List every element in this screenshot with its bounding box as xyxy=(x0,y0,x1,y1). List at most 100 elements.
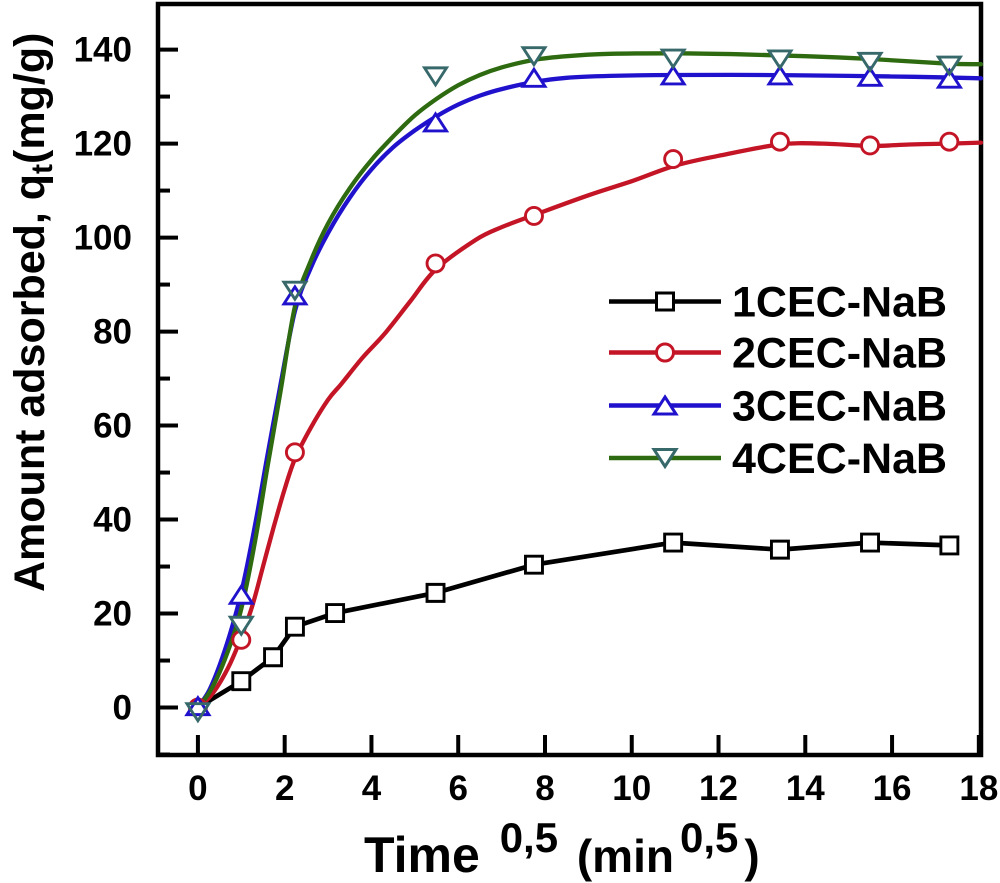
x-title-part: ) xyxy=(744,830,759,882)
triangle_up-marker xyxy=(184,694,212,717)
legend-label: 3CEC-NaB xyxy=(732,383,947,431)
triangle_down-marker-fill xyxy=(938,57,961,75)
triangle_up-marker-fill xyxy=(283,286,306,304)
triangle_up-marker xyxy=(227,583,255,605)
circle-marker-fill xyxy=(286,443,304,461)
triangle_up-marker xyxy=(766,64,794,86)
square-marker xyxy=(263,647,284,668)
y-axis-title: Amount adsorbed, qt(mg/g) xyxy=(6,33,59,592)
circle-marker-fill xyxy=(664,150,682,168)
circle-marker-fill xyxy=(771,133,789,151)
triangle_down-marker xyxy=(766,49,794,71)
series-marker-fills-1cec-nab xyxy=(232,534,958,690)
triangle_up-marker xyxy=(856,65,884,87)
y-title-part: (mg/g) xyxy=(6,33,54,164)
y-tick-label: 0 xyxy=(113,689,132,728)
triangle_up-marker xyxy=(421,111,450,133)
triangle_up-marker-fill xyxy=(522,69,545,87)
x-title-part: 0,5 xyxy=(500,814,558,861)
x-tick-label: 18 xyxy=(959,769,998,808)
triangle_down-marker xyxy=(184,702,212,724)
triangle_down-marker-fill xyxy=(522,47,545,65)
y-tick-label: 80 xyxy=(93,313,132,352)
triangle_up-marker xyxy=(520,66,548,88)
legend-row-3cec-nab: 3CEC-NaB xyxy=(609,383,947,431)
y-tick-label: 40 xyxy=(93,501,132,540)
triangle_down-marker-fill xyxy=(859,53,882,71)
triangle_up-marker-fill xyxy=(938,70,961,88)
x-tick-label: 12 xyxy=(699,769,738,808)
triangle_down-marker xyxy=(281,280,309,302)
x-tick-label: 6 xyxy=(448,769,467,808)
triangle_down-marker xyxy=(659,48,687,70)
legend-label: 2CEC-NaB xyxy=(732,330,947,378)
x-title-part: 0,5 xyxy=(680,814,738,861)
triangle_down-marker-fill xyxy=(662,50,685,68)
y-tick-label: 20 xyxy=(93,595,132,634)
triangle_down-marker-fill xyxy=(230,617,253,635)
y-tick-label: 60 xyxy=(93,407,132,446)
square-marker-fill xyxy=(264,648,282,666)
circle-marker xyxy=(231,629,252,650)
circle-marker-fill xyxy=(232,631,250,649)
square-marker xyxy=(524,554,544,575)
triangle_up-marker-fill xyxy=(859,68,882,86)
triangle_up-marker xyxy=(281,284,309,306)
square-marker xyxy=(939,535,960,556)
square-marker xyxy=(770,539,790,560)
square-marker xyxy=(860,532,880,553)
triangle_down-marker xyxy=(227,615,255,637)
triangle_up-marker-fill xyxy=(768,66,791,84)
triangle_down-marker xyxy=(421,66,450,88)
square-marker xyxy=(663,532,684,553)
series-marker-fills-3cec-nab xyxy=(186,66,961,715)
legend-marker-triangle_down xyxy=(651,448,679,470)
y-tick-label: 120 xyxy=(74,125,132,164)
circle-marker xyxy=(770,131,790,152)
square-marker xyxy=(325,603,346,624)
legend-label: 1CEC-NaB xyxy=(732,279,947,327)
legend-row-4cec-nab: 4CEC-NaB xyxy=(609,435,947,483)
triangle_up-marker-fill xyxy=(662,66,685,84)
y-tick-label: 100 xyxy=(74,219,132,258)
square-marker-fill xyxy=(525,556,543,574)
circle-marker-fill xyxy=(525,207,543,225)
circle-marker-fill xyxy=(861,136,879,154)
legend-row-1cec-nab: 1CEC-NaB xyxy=(609,279,947,327)
triangle_down-marker xyxy=(520,46,548,68)
series-markers-1cec-nab xyxy=(231,532,960,692)
x-tick-label: 10 xyxy=(612,769,651,808)
series-markers-2cec-nab xyxy=(187,131,960,718)
circle-marker xyxy=(425,253,446,274)
square-marker xyxy=(425,582,446,603)
series-line-1cec-nab xyxy=(195,540,952,710)
legend-marker-square xyxy=(655,291,675,312)
square-marker xyxy=(231,671,252,692)
legend-marker-triangle_up xyxy=(651,394,679,416)
series-line-4cec-nab xyxy=(195,51,984,710)
circle-marker xyxy=(284,442,305,463)
y-title-part: Amount adsorbed, q xyxy=(6,174,54,592)
square-marker-fill xyxy=(232,672,250,690)
circle-marker xyxy=(524,206,544,226)
circle-marker-fill xyxy=(427,254,445,272)
square-marker-fill xyxy=(940,536,958,554)
x-tick-label: 0 xyxy=(188,769,207,808)
square-marker xyxy=(284,616,305,637)
square-marker-fill xyxy=(286,618,304,636)
x-axis-title: Time 0,5 (min 0,5) xyxy=(364,814,760,883)
triangle_up-marker-fill xyxy=(230,586,253,604)
legend-marker-circle xyxy=(654,342,676,363)
legend-label: 4CEC-NaB xyxy=(732,435,947,483)
triangle_down-marker-fill xyxy=(768,50,791,68)
triangle_up-marker xyxy=(935,67,964,89)
series-curve xyxy=(195,51,984,710)
circle-marker xyxy=(663,149,684,169)
y-tick-label: 140 xyxy=(74,31,132,70)
circle-marker xyxy=(939,131,960,152)
circle-marker xyxy=(860,135,880,156)
circle-marker-fill xyxy=(940,133,958,151)
triangle_up-marker-fill xyxy=(424,113,447,131)
